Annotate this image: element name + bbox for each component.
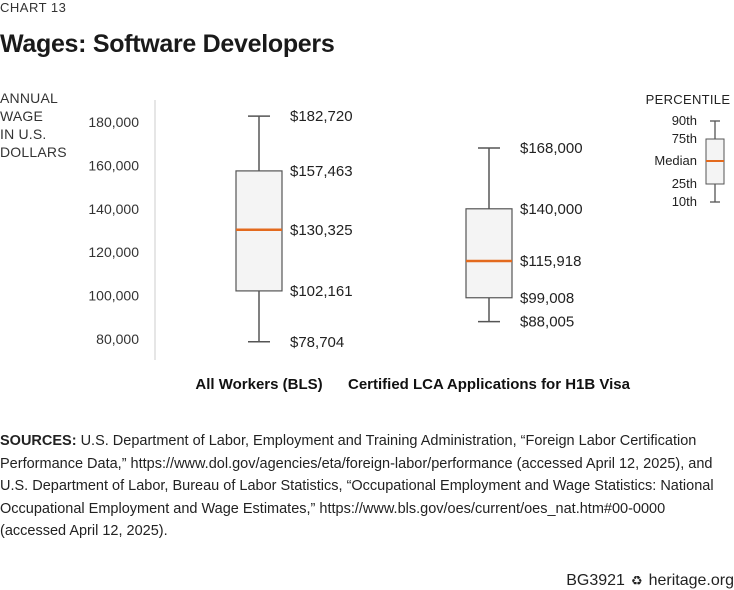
legend-title: PERCENTILE [646,92,731,107]
value-label-p10: $88,005 [520,314,574,331]
legend-label: 10th [672,194,697,209]
legend-label: Median [654,153,697,168]
value-label-p25: $102,161 [290,283,353,300]
report-id: BG3921 [566,572,625,589]
y-axis-label-line: IN U.S. [0,126,47,142]
category-label: Certified LCA Applications for H1B Visa [348,376,631,393]
y-tick-label: 140,000 [88,201,139,217]
footer: BG3921 ♻ heritage.org [566,572,734,590]
sources-text: U.S. Department of Labor, Employment and… [0,433,714,539]
y-axis-label-line: ANNUAL [0,90,58,106]
value-label-median: $115,918 [520,253,581,270]
y-tick-label: 120,000 [88,244,139,260]
y-axis-label-line: DOLLARS [0,144,67,160]
chart-number: CHART 13 [0,0,67,15]
chart-title: Wages: Software Developers [0,30,335,58]
y-axis-label-line: WAGE [0,108,44,124]
site-link[interactable]: heritage.org [648,572,734,589]
y-tick-label: 180,000 [88,114,139,130]
iqr-box [465,208,513,299]
sources-label: SOURCES: [0,433,77,449]
sources-note: SOURCES: U.S. Department of Labor, Emplo… [0,430,725,543]
legend-label: 90th [672,113,697,128]
y-tick-label: 100,000 [88,288,139,304]
y-axis-label: ANNUAL WAGE IN U.S. DOLLARS [0,89,67,161]
value-label-p25: $99,008 [520,290,574,307]
legend-label: 25th [672,176,697,191]
legend-label: 75th [672,131,697,146]
value-label-p75: $140,000 [520,201,583,218]
value-label-p10: $78,704 [290,334,344,351]
liberty-bell-icon: ♻ [630,573,643,588]
category-label: All Workers (BLS) [195,376,322,393]
y-tick-label: 160,000 [88,157,139,173]
value-label-p75: $157,463 [290,163,353,180]
y-tick-label: 80,000 [96,331,139,347]
box-plot-chart: 80,000 100,000 120,000 140,000 160,000 180,00… [88,92,731,393]
value-label-p90: $168,000 [520,140,583,157]
value-label-median: $130,325 [290,222,353,239]
value-label-p90: $182,720 [290,108,353,125]
